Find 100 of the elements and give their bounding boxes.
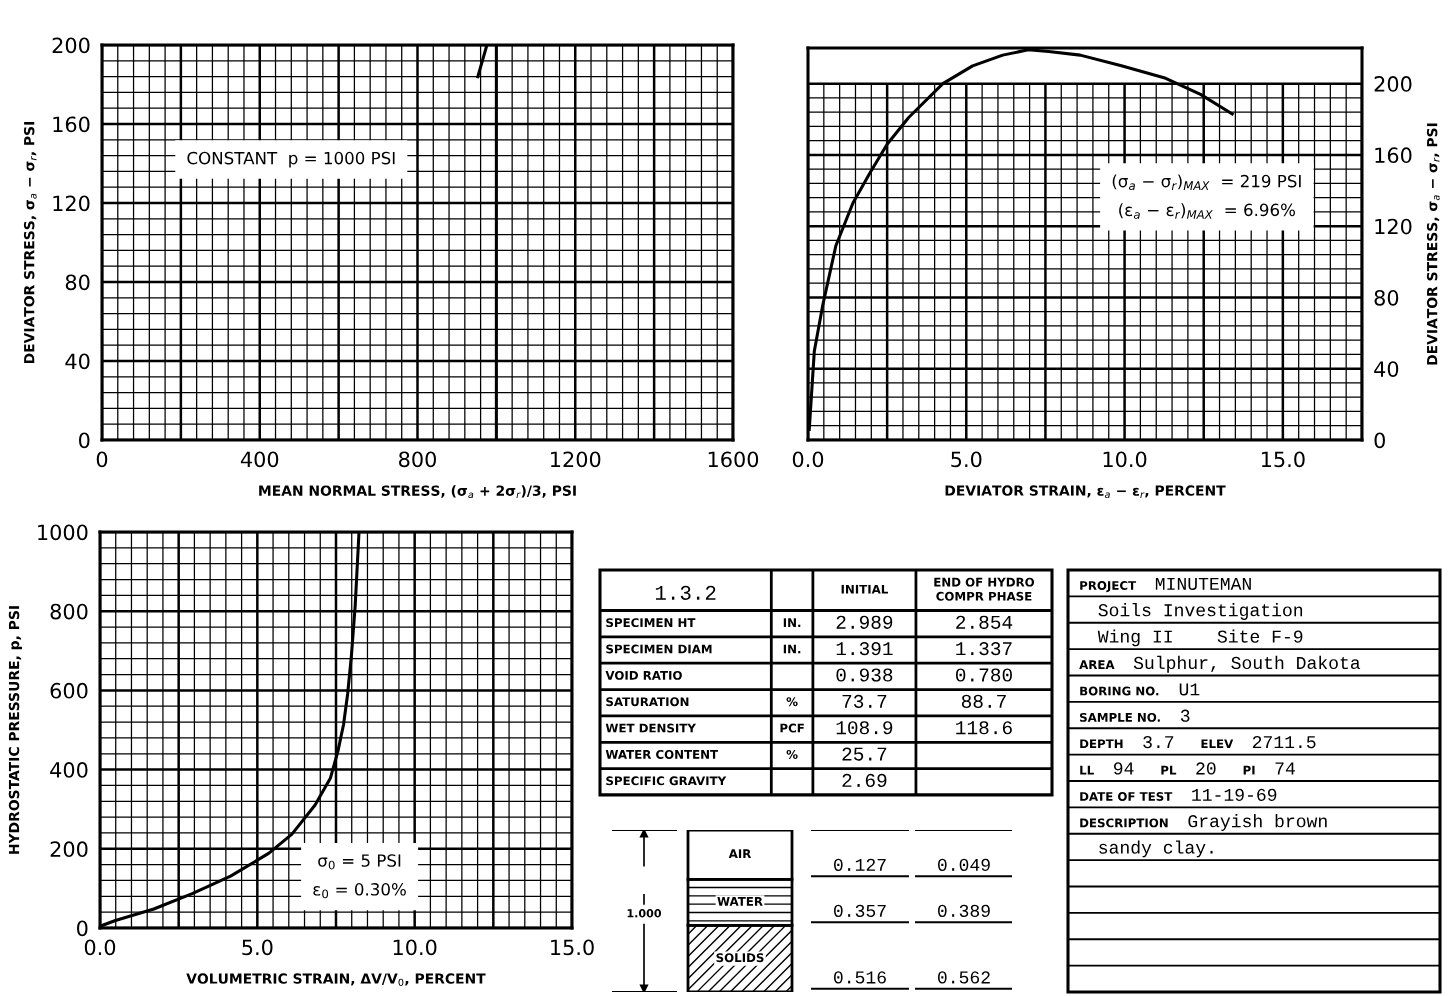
y-axis-title: HYDROSTATIC PRESSURE, p, PSI	[8, 606, 22, 854]
y2-tick-label: 200	[1374, 76, 1412, 92]
text: AREA	[1079, 660, 1115, 669]
text: PL	[1161, 765, 1177, 775]
x-tick-label: 1600	[708, 451, 759, 468]
x-tick-label: 0.0	[792, 451, 824, 468]
category-label: SPECIMEN DIAM	[606, 644, 712, 654]
y-tick-label: 0	[77, 920, 88, 937]
text: Grayish brown	[1188, 814, 1327, 831]
text: 0.562	[938, 971, 990, 984]
text: BORING NO.	[1080, 686, 1159, 696]
x-axis-title: MEAN NORMAL STRESS, (σ$_{a}$ + 2σ$_{r}$)/3, PSI	[259, 485, 576, 499]
text: 1.391	[836, 642, 893, 656]
y-tick-label: 40	[65, 353, 90, 370]
text: MINUTEMAN	[1155, 577, 1251, 590]
text: U1	[1179, 683, 1200, 696]
text: 74	[1275, 762, 1295, 775]
text: 0.389	[938, 904, 990, 917]
x-axis-title: DEVIATOR STRAIN, ε$_{a}$ − ε$_{r}$, PERCENT	[945, 485, 1226, 499]
text: 0.516	[834, 971, 886, 984]
y-tick-label: 1000	[38, 524, 88, 541]
text: %	[786, 697, 798, 707]
text: %	[786, 749, 798, 759]
x-tick-label: 0	[96, 451, 108, 468]
text: PI	[1243, 765, 1255, 775]
category-label: INITIAL	[841, 584, 888, 594]
x-tick-label: 5.0	[242, 939, 273, 956]
text: 25.7	[842, 747, 887, 761]
text: 2.989	[836, 615, 893, 629]
text: Sulphur, South Dakota	[1133, 655, 1361, 673]
y-tick-label: 160	[53, 116, 90, 133]
y2-tick-label: 160	[1375, 147, 1412, 164]
y-tick-label: 800	[50, 603, 88, 620]
category-label: SOLIDS	[716, 953, 764, 963]
text: ELEV	[1201, 739, 1234, 749]
text: PCF	[780, 723, 804, 733]
text: 3.7	[1143, 735, 1174, 749]
text: 2711.5	[1252, 735, 1316, 749]
text: 0.938	[836, 668, 893, 682]
y-tick-label: 80	[65, 274, 90, 291]
text: 118.6	[956, 721, 1012, 735]
y-tick-label: 120	[53, 195, 90, 212]
y-axis-title: DEVIATOR STRESS, σ$_{a}$ − σ$_{r}$, PSI	[23, 122, 37, 364]
category-label: SATURATION	[606, 697, 689, 707]
y2-axis-title: DEVIATOR STRESS, σ$_{a}$ − σ$_{r}$, PSI	[1426, 123, 1440, 365]
text: Wing II Site F-9	[1097, 629, 1303, 647]
annotation: ε$_{0}$ = 0.30%	[313, 883, 406, 899]
x-tick-label: 15.0	[551, 939, 594, 956]
y-tick-label: 200	[52, 37, 90, 54]
text: 94	[1114, 762, 1134, 775]
x-tick-label: 0.0	[84, 939, 116, 956]
text: 1.337	[956, 642, 1012, 656]
text: 20	[1196, 762, 1216, 775]
annotation: (σ$_{a}$ − σ$_{r}$)$_{MAX}$ = 219 PSI	[1112, 174, 1301, 191]
category-label: END OF HYDRO COMPR PHASE	[934, 577, 1035, 601]
text: 2.854	[956, 615, 1013, 629]
x-tick-label: 800	[399, 451, 436, 468]
text: SAMPLE NO.	[1080, 712, 1160, 722]
text: 108.9	[836, 721, 893, 735]
x-tick-label: 10.0	[393, 939, 437, 956]
text: 0.049	[938, 858, 990, 871]
text: IN.	[783, 618, 801, 627]
category-label: SPECIFIC GRAVITY	[606, 776, 727, 786]
y2-tick-label: 80	[1374, 289, 1399, 306]
x-axis-title: VOLUMETRIC STRAIN, ΔV/V$_{0}$, PERCENT	[186, 973, 486, 987]
y2-tick-label: 0	[1374, 432, 1385, 449]
text: 3	[1180, 709, 1190, 722]
category-label: WATER CONTENT	[605, 749, 719, 759]
text: Soils Investigation	[1098, 603, 1303, 620]
text: 11-19-69	[1192, 788, 1277, 801]
text: 73.7	[842, 694, 887, 708]
text: IN.	[783, 644, 801, 654]
text: 88.7	[961, 694, 1006, 708]
text: 0.780	[955, 668, 1012, 682]
x-tick-label: 400	[240, 451, 279, 468]
text: LL	[1080, 765, 1094, 775]
text: DESCRIPTION	[1080, 818, 1168, 828]
y-tick-label: 200	[50, 841, 88, 858]
text: sandy clay.	[1099, 840, 1213, 858]
text: 1.000	[627, 909, 662, 918]
text: 1.3.2	[655, 585, 716, 600]
y2-tick-label: 120	[1375, 218, 1412, 235]
x-tick-label: 1200	[551, 451, 601, 468]
annotation: (ε$_{a}$ − ε$_{r}$)$_{MAX}$ = 6.96%	[1119, 203, 1296, 219]
category-label: VOID RATIO	[605, 670, 682, 680]
text: DEPTH	[1080, 739, 1123, 749]
category-label: SPECIMEN HT	[606, 618, 696, 628]
text: 0.127	[834, 858, 886, 871]
x-tick-label: 5.0	[951, 451, 982, 468]
text: 0.357	[834, 904, 886, 917]
text: 2.69	[842, 773, 887, 788]
category-label: WATER	[717, 897, 763, 906]
annotation: CONSTANT p = 1000 PSI	[187, 151, 395, 168]
category-label: AIR	[728, 849, 752, 858]
text: DATE OF TEST	[1080, 792, 1173, 801]
category-label: WET DENSITY	[605, 723, 697, 733]
y-tick-label: 600	[50, 682, 88, 699]
y2-tick-label: 40	[1374, 361, 1399, 377]
y-tick-label: 400	[50, 762, 88, 778]
annotation: σ$_{0}$ = 5 PSI	[318, 854, 401, 870]
